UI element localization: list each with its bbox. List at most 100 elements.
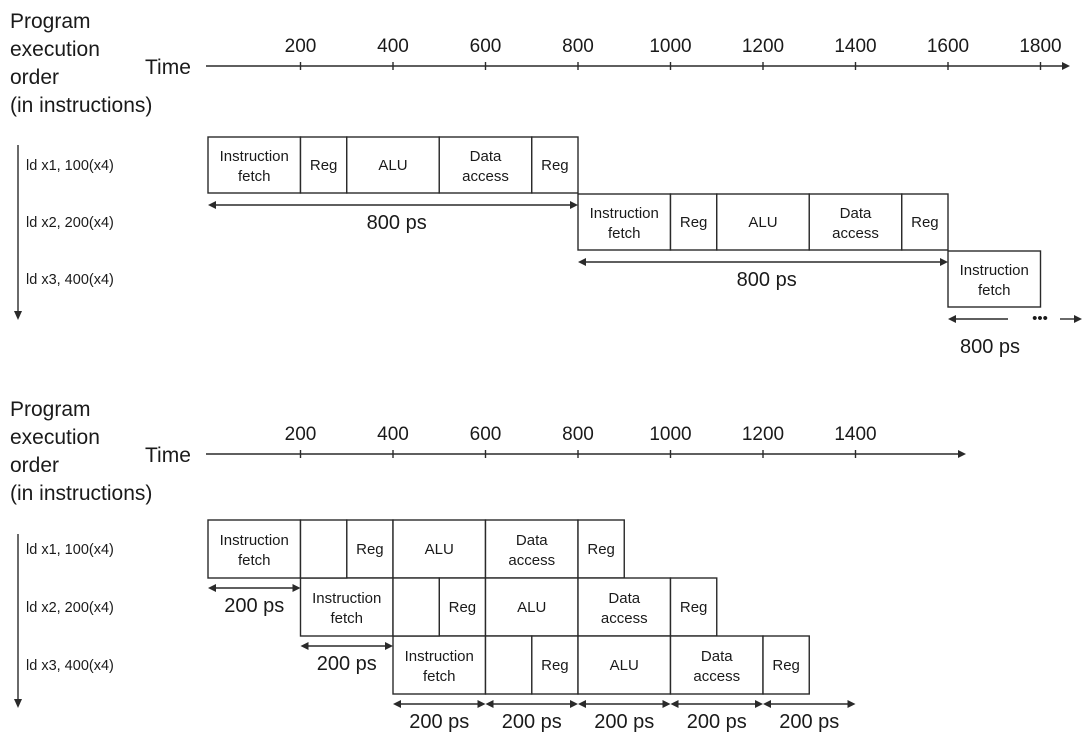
span-label: 200 ps (594, 711, 654, 733)
arrowhead (393, 700, 401, 708)
stage-label: fetch (978, 282, 1011, 299)
arrowhead (940, 258, 948, 266)
stage-label: Instruction (960, 262, 1029, 279)
stage-label: ALU (517, 599, 546, 616)
arrowhead (14, 311, 22, 320)
arrowhead (763, 700, 771, 708)
tick-label: 1000 (649, 424, 691, 445)
span-label: 800 ps (367, 212, 427, 234)
stage-box (947, 250, 1042, 308)
stage-box (577, 635, 672, 695)
order-label-line: execution (10, 426, 100, 449)
stage-label: Data (701, 648, 733, 665)
stage-box (669, 635, 764, 695)
stage-box (577, 577, 672, 637)
panel-non-pipelined: Program execution order (in instructions) Ti… (10, 10, 1082, 358)
arrowhead (208, 584, 216, 592)
stage-label: Instruction (220, 148, 289, 165)
instruction-label: ld x2, 200(x4) (26, 600, 114, 616)
arrowhead (578, 258, 586, 266)
tick-label: 200 (285, 36, 317, 57)
stage-label: fetch (238, 168, 271, 185)
panel-pipelined: Program execution order (in instructions) Ti… (10, 398, 966, 733)
span-label: 800 ps (737, 269, 797, 291)
arrowhead (14, 699, 22, 708)
order-label-line: (in instructions) (10, 482, 152, 505)
stage-label: Instruction (312, 590, 381, 607)
arrowhead (208, 201, 216, 209)
stage-box (669, 193, 718, 251)
stage-box (392, 635, 487, 695)
tick-label: 1400 (834, 36, 876, 57)
stage-label: access (462, 168, 509, 185)
stage-box (531, 136, 579, 194)
stage-label: Data (470, 148, 502, 165)
duration-span: 200 ps (670, 700, 763, 733)
tick-label: 800 (562, 36, 594, 57)
stage-box (577, 519, 625, 579)
time-label: Time (145, 444, 191, 467)
order-label-line: Program (10, 10, 91, 33)
stage-box (901, 193, 949, 251)
duration-span: ••• 800 ps (948, 310, 1082, 358)
tick-label: 1400 (834, 424, 876, 445)
arrowhead (670, 700, 679, 708)
stage-label: Instruction (405, 648, 474, 665)
stage-box (392, 519, 487, 579)
empty-stage-box (484, 635, 533, 695)
tick-label: 200 (285, 424, 317, 445)
stage-label: fetch (608, 225, 641, 242)
stage-box (207, 519, 302, 579)
stage-label: Reg (541, 657, 569, 674)
duration-span: 200 ps (578, 700, 671, 733)
arrowhead (570, 201, 578, 209)
stage-label: Data (840, 205, 872, 222)
instruction-label: ld x1, 100(x4) (26, 542, 114, 558)
duration-span: 200 ps (485, 700, 578, 733)
span-label: 200 ps (317, 653, 377, 675)
span-label: 200 ps (687, 711, 747, 733)
arrowhead (1062, 62, 1070, 70)
continuation-dots: ••• (1032, 310, 1048, 327)
arrowhead (485, 700, 494, 708)
order-label-line: (in instructions) (10, 94, 152, 117)
tick-label: 600 (470, 36, 502, 57)
stage-box (346, 519, 394, 579)
stage-label: Instruction (220, 532, 289, 549)
stage-box (808, 193, 903, 251)
order-label-line: execution (10, 38, 100, 61)
empty-stage-box (299, 519, 348, 579)
arrowhead (292, 584, 301, 592)
arrowhead (1074, 315, 1082, 323)
stage-label: fetch (423, 668, 456, 685)
tick-label: 1200 (742, 36, 784, 57)
stage-label: ALU (748, 214, 777, 231)
stage-label: access (832, 225, 879, 242)
span-label: 200 ps (224, 595, 284, 617)
duration-span: 200 ps (393, 700, 486, 733)
instruction-label: ld x2, 200(x4) (26, 215, 114, 231)
instruction-label: ld x1, 100(x4) (26, 158, 114, 174)
stage-label: Reg (911, 214, 939, 231)
time-label: Time (145, 56, 191, 79)
duration-span: 800 ps (578, 258, 948, 291)
span-label: 800 ps (960, 336, 1020, 358)
arrowhead (578, 700, 586, 708)
stage-box (207, 136, 302, 194)
stage-box (484, 519, 579, 579)
stage-label: fetch (238, 552, 271, 569)
stage-label: Reg (680, 214, 708, 231)
stage-label: Data (516, 532, 548, 549)
stage-label: access (508, 552, 555, 569)
order-label-line: Program (10, 398, 91, 421)
empty-stage-box (392, 577, 440, 637)
span-label: 200 ps (779, 711, 839, 733)
stage-label: Reg (541, 157, 569, 174)
arrowhead (847, 700, 856, 708)
stage-box (484, 577, 579, 637)
stage-label: Reg (310, 157, 338, 174)
arrowhead (958, 450, 966, 458)
stage-box (299, 136, 348, 194)
stage-label: access (601, 610, 648, 627)
